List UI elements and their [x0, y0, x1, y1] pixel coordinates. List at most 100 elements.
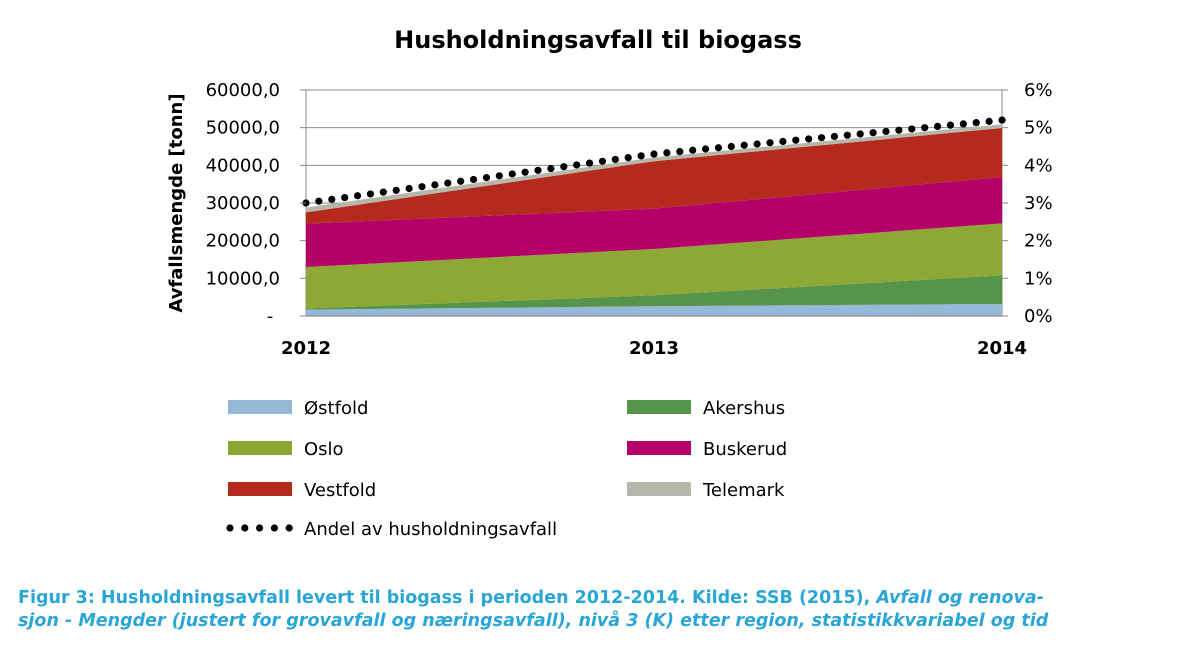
legend-swatch	[228, 482, 292, 496]
share-dot	[946, 121, 955, 129]
share-dot	[573, 161, 581, 169]
y-tick-label: 50000,0	[206, 118, 280, 139]
share-dot	[598, 157, 607, 165]
share-dot	[895, 126, 903, 134]
legend-label: Oslo	[304, 439, 344, 460]
y-tick-label: -	[267, 306, 274, 327]
legend-dot	[226, 524, 234, 532]
legend-label: Telemark	[702, 480, 785, 501]
area-akershus	[306, 275, 1002, 310]
legend-label: Andel av husholdningsavfall	[304, 519, 557, 540]
share-dot	[663, 149, 671, 157]
share-dot	[431, 181, 439, 189]
x-tick-label: 2012	[281, 338, 331, 359]
share-dot	[714, 144, 723, 152]
share-dot	[637, 152, 645, 160]
share-dot	[933, 122, 942, 131]
share-dot	[740, 141, 748, 149]
legend-swatch	[228, 400, 292, 414]
share-dot	[315, 197, 323, 205]
area-oslo	[306, 223, 1002, 309]
share-dot	[908, 125, 916, 133]
caption-prefix: Figur 3: Husholdningsavfall levert til b…	[18, 588, 877, 608]
y2-tick-label: 2%	[1024, 231, 1053, 252]
y-tick-label: 60000,0	[206, 80, 280, 101]
legend-dot	[270, 524, 278, 532]
area-telemark	[306, 124, 1002, 213]
y2-tick-label: 3%	[1024, 193, 1053, 214]
share-dot	[328, 195, 336, 203]
y-tick-label: 30000,0	[206, 193, 280, 214]
legend-dot	[285, 524, 293, 532]
y2-tick-label: 5%	[1024, 118, 1053, 139]
figure-caption: Figur 3: Husholdningsavfall levert til b…	[18, 587, 1178, 633]
area-ostfold	[306, 303, 1002, 316]
share-dot	[830, 132, 839, 141]
share-dot	[469, 175, 478, 184]
share-dot	[779, 137, 787, 146]
area-series	[306, 124, 1002, 316]
share-dot	[792, 136, 800, 144]
share-dot	[444, 179, 452, 187]
legend-swatch	[627, 441, 691, 455]
area-buskerud	[306, 177, 1002, 268]
y2-tick-label: 4%	[1024, 155, 1053, 176]
share-dot	[547, 164, 555, 173]
share-dot	[482, 174, 491, 182]
share-dot	[353, 192, 362, 200]
share-dot	[727, 142, 735, 151]
share-dot	[753, 140, 761, 148]
legend-label: Buskerud	[703, 439, 787, 460]
legend-label: Østfold	[304, 398, 368, 419]
share-dot	[392, 186, 400, 194]
share-dot	[405, 184, 413, 193]
share-dot	[650, 150, 658, 158]
legend-swatch	[627, 400, 691, 414]
share-dot	[521, 168, 529, 176]
y-axis-label: Avfallsmengde [tonn]	[166, 93, 187, 312]
share-dot	[972, 119, 980, 127]
chart: Husholdningsavfall til biogass - 10000,0 2…	[166, 26, 1053, 540]
share-dot	[534, 166, 542, 174]
x-tick-label: 2013	[629, 338, 679, 359]
share-dot	[495, 172, 503, 180]
share-dot	[921, 124, 929, 132]
caption-source-title-1: Avfall og renova-	[876, 588, 1044, 608]
share-dot	[701, 145, 710, 153]
share-dot	[843, 131, 851, 139]
chart-title: Husholdningsavfall til biogass	[394, 26, 802, 54]
share-dot	[766, 139, 774, 147]
legend-label: Akershus	[703, 398, 785, 419]
area-vestfold	[306, 128, 1002, 224]
legend-dot	[256, 524, 264, 532]
share-dot	[856, 130, 864, 138]
share-dotted-line	[302, 116, 1006, 207]
legend-swatch	[228, 441, 292, 455]
share-dot	[366, 190, 375, 198]
y2-tick-label: 1%	[1024, 268, 1053, 289]
legend-swatch	[627, 482, 691, 496]
share-dot	[882, 127, 890, 136]
share-dot	[959, 120, 967, 128]
x-tick-label: 2014	[977, 338, 1027, 359]
y-tick-label: 10000,0	[206, 268, 280, 289]
axes: - 10000,0 20000,0 30000,0 40000,0 50000,0 6000…	[206, 80, 1053, 359]
y-tick-label: 20000,0	[206, 231, 280, 252]
share-dot	[985, 117, 993, 125]
share-dot	[560, 163, 568, 171]
share-dot	[418, 183, 426, 191]
legend-dot	[241, 524, 249, 532]
share-dot	[689, 146, 697, 154]
y2-tick-label: 0%	[1024, 306, 1053, 327]
share-dot	[585, 159, 594, 167]
share-dot	[869, 129, 877, 137]
share-dot	[624, 154, 632, 162]
legend: Østfold Akershus Oslo Buskerud Vestfold Telem…	[226, 398, 787, 540]
caption-source-title-2: sjon - Mengder (justert for grovavfall o…	[18, 611, 1049, 631]
share-dot	[379, 188, 387, 196]
share-dot	[998, 116, 1006, 124]
share-dot	[676, 147, 684, 156]
share-dot	[457, 177, 465, 185]
y-tick-label: 40000,0	[206, 155, 280, 176]
legend-label: Vestfold	[304, 480, 376, 501]
